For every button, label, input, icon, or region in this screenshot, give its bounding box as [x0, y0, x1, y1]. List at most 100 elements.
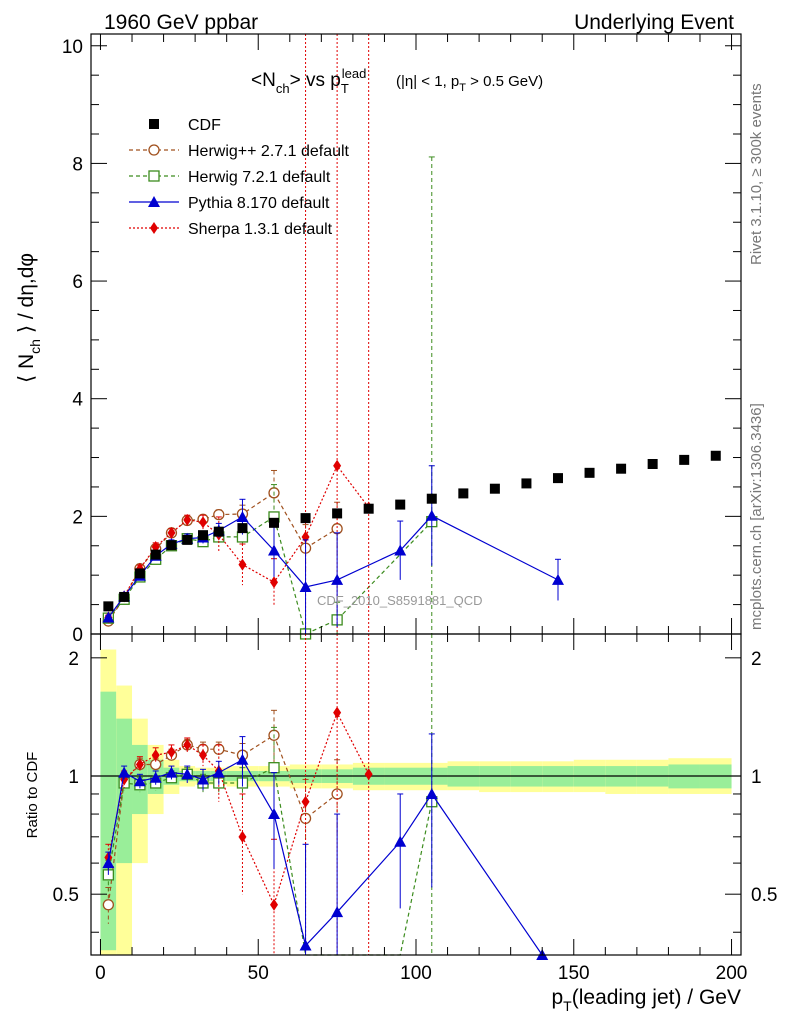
main-point-cdf: [489, 483, 500, 494]
legend-label-herwig7: Herwig 7.2.1 default: [188, 169, 331, 186]
main-point-cdf: [198, 530, 209, 541]
main-point-cdf: [182, 534, 193, 545]
main-ytick-label: 2: [72, 507, 83, 528]
ratio-point-sherpa: [135, 758, 144, 771]
main-point-pythia: [268, 544, 281, 556]
main-point-cdf: [458, 488, 469, 499]
main-data-layer: [102, 33, 721, 640]
rivet-version-label: Rivet 3.1.10, ≥ 300k events: [748, 83, 765, 265]
ratio-ticks: [91, 634, 741, 955]
ratio-y-axis-label: Ratio to CDF: [24, 752, 41, 839]
main-point-sherpa: [167, 526, 176, 539]
main-point-cdf: [300, 513, 311, 524]
analysis-label: Underlying Event: [574, 11, 734, 34]
main-panel: 0 2 4 6 8 10: [62, 33, 742, 646]
main-point-cdf: [134, 568, 145, 579]
mcplots-label: mcplots.cern.ch [arXiv:1306.3436]: [748, 403, 765, 630]
band-inner-bin: [100, 691, 117, 951]
main-point-pythia: [394, 544, 407, 556]
legend-label-sherpa: Sherpa 1.3.1 default: [188, 221, 333, 238]
x-tick-label: 0: [95, 963, 106, 984]
ratio-point-sherpa: [167, 746, 176, 759]
main-series-herwigpp: [102, 469, 343, 627]
legend-label-cdf: CDF: [188, 117, 221, 134]
ratio-point-pythia: [236, 753, 249, 765]
main-y-tick-labels: 0 2 4 6 8 10: [62, 37, 84, 646]
ratio-ytick-label-right: 1: [751, 767, 762, 788]
main-point-pythia: [236, 510, 249, 522]
ratio-ytick-label-left: 0.5: [53, 885, 79, 906]
legend-marker-pythia: [148, 196, 160, 207]
x-tick-labels: 0 50 100 150 200: [95, 963, 747, 984]
legend-marker-herwig7: [148, 170, 160, 182]
legend-label-pythia: Pythia 8.170 default: [188, 195, 330, 212]
title-lead-sup: lead: [342, 66, 367, 81]
main-point-cdf: [584, 467, 595, 478]
main-point-cdf: [710, 450, 721, 461]
legend-entry-cdf: CDF: [149, 117, 221, 134]
main-point-herwigpp: [331, 523, 343, 535]
ratio-point-pythia: [181, 768, 194, 780]
legend-entry-herwig7: Herwig 7.2.1 default: [129, 169, 331, 186]
main-point-cdf: [166, 540, 177, 551]
main-ytick-label: 4: [72, 390, 83, 411]
title-cuts: (|η| < 1, pT > 0.5 GeV): [396, 73, 543, 94]
title-t-sub: T: [341, 81, 349, 96]
legend-label-herwigpp: Herwig++ 2.7.1 default: [188, 143, 350, 160]
ratio-series-pythia: [102, 733, 549, 960]
main-point-cdf: [237, 523, 248, 534]
legend-entry-herwigpp: Herwig++ 2.7.1 default: [129, 143, 350, 160]
main-point-sherpa: [270, 576, 279, 589]
ratio-ytick-label-right: 0.5: [751, 885, 777, 906]
main-line-herwigpp: [107, 491, 338, 622]
energy-label: 1960 GeV ppbar: [104, 11, 258, 34]
main-point-cdf: [647, 459, 658, 469]
ratio-panel: 0.5 0.5 1 1 2 2: [53, 633, 777, 960]
ratio-line-herwig7: [107, 766, 433, 956]
x-tick-label: 50: [248, 963, 269, 984]
ratio-point-sherpa: [183, 738, 192, 751]
ratio-ytick-label-right: 2: [751, 649, 762, 670]
legend-entry-pythia: Pythia 8.170 default: [129, 195, 330, 212]
main-point-cdf: [119, 591, 130, 602]
main-point-pythia: [331, 573, 344, 585]
main-point-cdf: [332, 508, 343, 519]
ratio-ytick-label-left: 2: [68, 649, 79, 670]
ratio-point-pythia: [102, 857, 115, 869]
ratio-point-pythia: [394, 835, 407, 847]
main-point-pythia: [551, 573, 564, 585]
ratio-ytick-label-left: 1: [68, 767, 79, 788]
ratio-point-pythia: [212, 766, 225, 778]
legend-marker-sherpa: [150, 222, 158, 234]
main-series-sherpa: [104, 33, 373, 634]
main-point-cdf: [213, 526, 224, 537]
x-tick-label: 100: [400, 963, 432, 984]
main-point-cdf: [679, 454, 690, 465]
ratio-point-sherpa: [270, 898, 279, 911]
main-point-cdf: [150, 549, 161, 560]
analysis-watermark: CDF_2010_S8591881_QCD: [317, 593, 483, 608]
main-point-cdf: [552, 473, 563, 484]
main-point-pythia: [102, 611, 115, 623]
title-ch-sub: ch: [276, 81, 290, 96]
main-point-sherpa: [199, 516, 208, 529]
title-vs: vs p: [301, 70, 341, 91]
ratio-point-pythia: [149, 771, 162, 783]
plot-title: <Nch> vs pTlead (|η| < 1, pT > 0.5 GeV): [251, 66, 543, 96]
ratio-point-sherpa: [151, 749, 160, 762]
main-point-pythia: [299, 580, 312, 592]
legend-marker-herwigpp: [148, 144, 160, 156]
x-tick-label: 200: [716, 963, 748, 984]
ratio-point-pythia: [165, 766, 178, 778]
x-tick-label: 150: [558, 963, 590, 984]
band-inner-bin: [116, 718, 133, 864]
main-point-cdf: [395, 499, 406, 510]
main-point-cdf: [363, 503, 374, 514]
ratio-data-layer: [102, 633, 549, 960]
ratio-point-herwig7: [268, 762, 280, 774]
ratio-point-pythia: [331, 906, 344, 918]
main-point-cdf: [103, 601, 114, 612]
x-axis-label: pT(leading jet) / GeV: [551, 986, 741, 1014]
ratio-point-pythia: [425, 787, 438, 799]
